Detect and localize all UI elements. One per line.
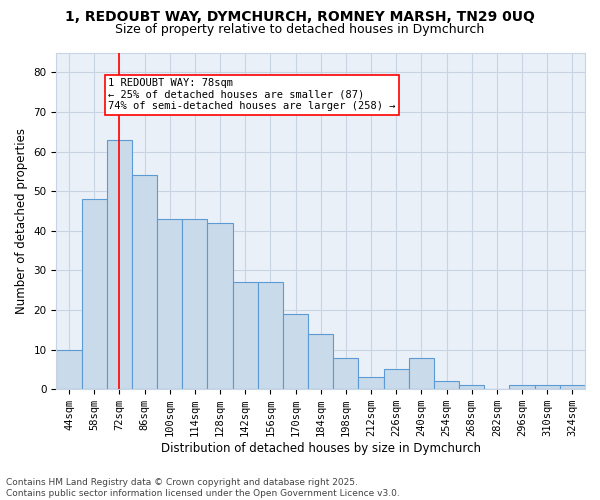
Bar	[434, 382, 459, 389]
Text: 1 REDOUBT WAY: 78sqm
← 25% of detached houses are smaller (87)
74% of semi-detac: 1 REDOUBT WAY: 78sqm ← 25% of detached h…	[108, 78, 395, 112]
Bar	[308, 334, 333, 389]
Bar	[283, 314, 308, 389]
Y-axis label: Number of detached properties: Number of detached properties	[15, 128, 28, 314]
Bar	[535, 386, 560, 389]
Bar	[107, 140, 132, 389]
Bar	[132, 176, 157, 389]
X-axis label: Distribution of detached houses by size in Dymchurch: Distribution of detached houses by size …	[161, 442, 481, 455]
Bar	[560, 386, 585, 389]
Bar	[82, 199, 107, 389]
Bar	[459, 386, 484, 389]
Bar	[233, 282, 258, 389]
Bar	[383, 370, 409, 389]
Text: Size of property relative to detached houses in Dymchurch: Size of property relative to detached ho…	[115, 22, 485, 36]
Text: Contains HM Land Registry data © Crown copyright and database right 2025.
Contai: Contains HM Land Registry data © Crown c…	[6, 478, 400, 498]
Bar	[509, 386, 535, 389]
Bar	[157, 219, 182, 389]
Bar	[56, 350, 82, 389]
Bar	[208, 223, 233, 389]
Text: 1, REDOUBT WAY, DYMCHURCH, ROMNEY MARSH, TN29 0UQ: 1, REDOUBT WAY, DYMCHURCH, ROMNEY MARSH,…	[65, 10, 535, 24]
Bar	[182, 219, 208, 389]
Bar	[333, 358, 358, 389]
Bar	[258, 282, 283, 389]
Bar	[409, 358, 434, 389]
Bar	[358, 378, 383, 389]
